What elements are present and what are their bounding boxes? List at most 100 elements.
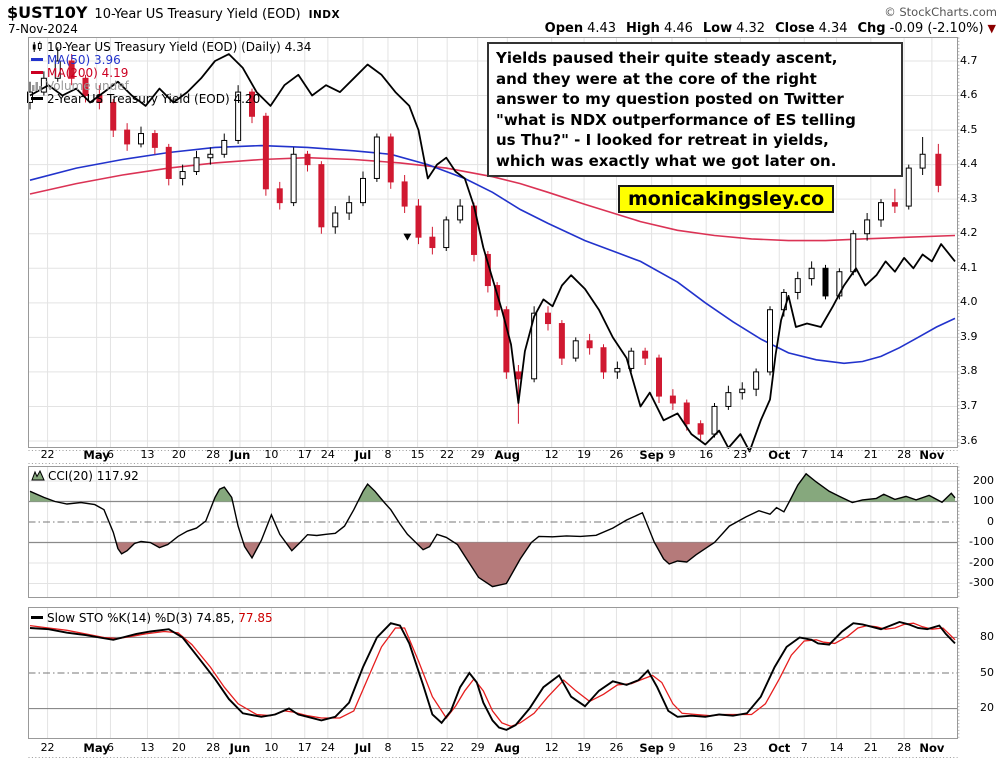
candle-body [642,350,649,359]
date-axis-label: 24 [320,740,335,754]
candle-body [822,267,829,297]
date-axis-label: Oct [768,447,791,462]
cci-area-icon [31,470,45,481]
candle-body [739,388,746,394]
price-axis-label: 4.7 [960,53,978,67]
main-chart-legend: 10-Year US Treasury Yield (EOD) (Daily) … [31,39,312,106]
legend-row: Slow STO %K(14) %D(3) 74.85, 77.85 [31,611,273,625]
date-axis-label: 9 [668,740,676,754]
candle-body [304,153,311,166]
page-title: 10-Year US Treasury Yield (EOD) [94,7,301,22]
sto-percent-k-line [29,621,956,731]
candle-body [767,309,773,373]
candle-body [725,392,732,407]
cci-axis-label: 100 [973,494,994,507]
price-axis-label: 3.7 [960,398,978,412]
sto-percent-d-line [29,622,956,727]
price-axis-label: 4.2 [960,226,978,240]
date-axis-label: 13 [140,447,155,461]
candle-body [494,285,501,311]
legend-label: 10-Year US Treasury Yield (EOD) (Daily) … [47,39,312,54]
candle-body [808,267,815,280]
candle-body [935,153,942,186]
candle-body [628,350,635,369]
line-swatch-icon [31,71,43,74]
date-axis-label: 7 [800,740,808,754]
line-swatch-icon [31,97,43,100]
quote-value: 4.34 [818,21,848,36]
legend-row: Volume undef [31,78,311,93]
date-axis-label: 16 [699,447,714,461]
price-axis-label: 4.1 [960,260,978,274]
sto-legend: Slow STO %K(14) %D(3) 74.85, 77.85 [31,611,273,625]
cci-axis-label: 0 [987,514,994,528]
watermark-link[interactable]: monicakingsley.co [618,185,835,213]
legend-label: Volume undef [46,78,129,93]
ohlc-quote-row: Open 4.43 High 4.46 Low 4.32 Close 4.34 Chg -0.09… [535,21,996,36]
date-axis-label: 26 [609,447,624,461]
date-axis-label: Nov [919,447,945,462]
annotation-note: Yields paused their quite steady ascent,… [487,42,903,178]
quote-value: -0.09 (-2.10%) [889,21,984,36]
candle-body [683,402,690,425]
cci-legend: CCI(20) 117.92 [31,468,139,483]
legend-label: CCI(20) 117.92 [48,468,139,483]
sto-axis-label: 80 [980,629,994,643]
line-swatch-icon [31,616,43,619]
quote-value: 4.43 [587,21,617,36]
price-axis-label: 4.3 [960,191,978,205]
candle-body [919,153,926,169]
date-axis-label: 21 [863,447,878,461]
candle-body [503,309,510,373]
candle-body [794,278,801,293]
candle-body [614,367,621,373]
date-axis-label: 12 [544,740,559,754]
candlestick-icon [31,41,44,53]
date-axis-label: 17 [297,447,312,461]
date-axis-label: Sep [639,447,664,462]
date-axis-label: 8 [384,740,392,754]
candle-body [207,153,214,159]
candle-body [401,181,408,207]
date-axis-label: Aug [494,447,520,462]
cci-axis-label: -100 [969,535,994,548]
candle-body [711,405,718,435]
cci-axis-label: -300 [969,576,994,589]
legend-row: 10-Year US Treasury Yield (EOD) (Daily) … [31,39,312,54]
candle-body [443,219,450,249]
date-axis-label: 26 [609,740,624,754]
date-axis-label: 28 [206,447,221,461]
ma50-line [29,144,956,365]
date-axis-label: 14 [829,740,844,754]
legend-row: MA(200) 4.19 [31,66,311,80]
price-axis-label: 4.6 [960,88,978,102]
price-axis-label: 4.5 [960,122,978,136]
date-axis-label: Jun [229,447,251,462]
quote-value: 4.46 [663,21,693,36]
quote-value: 4.32 [736,21,766,36]
date-axis-label: 15 [410,447,425,461]
candle-body [332,212,339,228]
chart-header: $UST10Y 10-Year US Treasury Yield (EOD) … [7,3,340,22]
legend-row: CCI(20) 117.92 [31,468,139,483]
candle-body [891,202,898,207]
candle-body [360,177,366,204]
candle-body [68,60,75,79]
candle-body [165,146,172,179]
change-down-icon: ▼ [987,22,996,35]
price-axis-label: 4.4 [960,157,978,171]
cci-oversold-fill [30,542,955,587]
candle-body [193,157,200,173]
date-axis-label: May [83,740,110,755]
candle-body [235,91,242,141]
candle-body [110,101,117,131]
candle-body [373,136,380,179]
legend-row: MA(50) 3.96 [31,53,311,67]
candle-body [318,164,325,228]
date-axis-label: 23 [733,447,748,461]
date-axis-label: 29 [470,740,485,754]
candle-body [221,139,228,155]
price-axis-label: 4.0 [960,295,978,309]
